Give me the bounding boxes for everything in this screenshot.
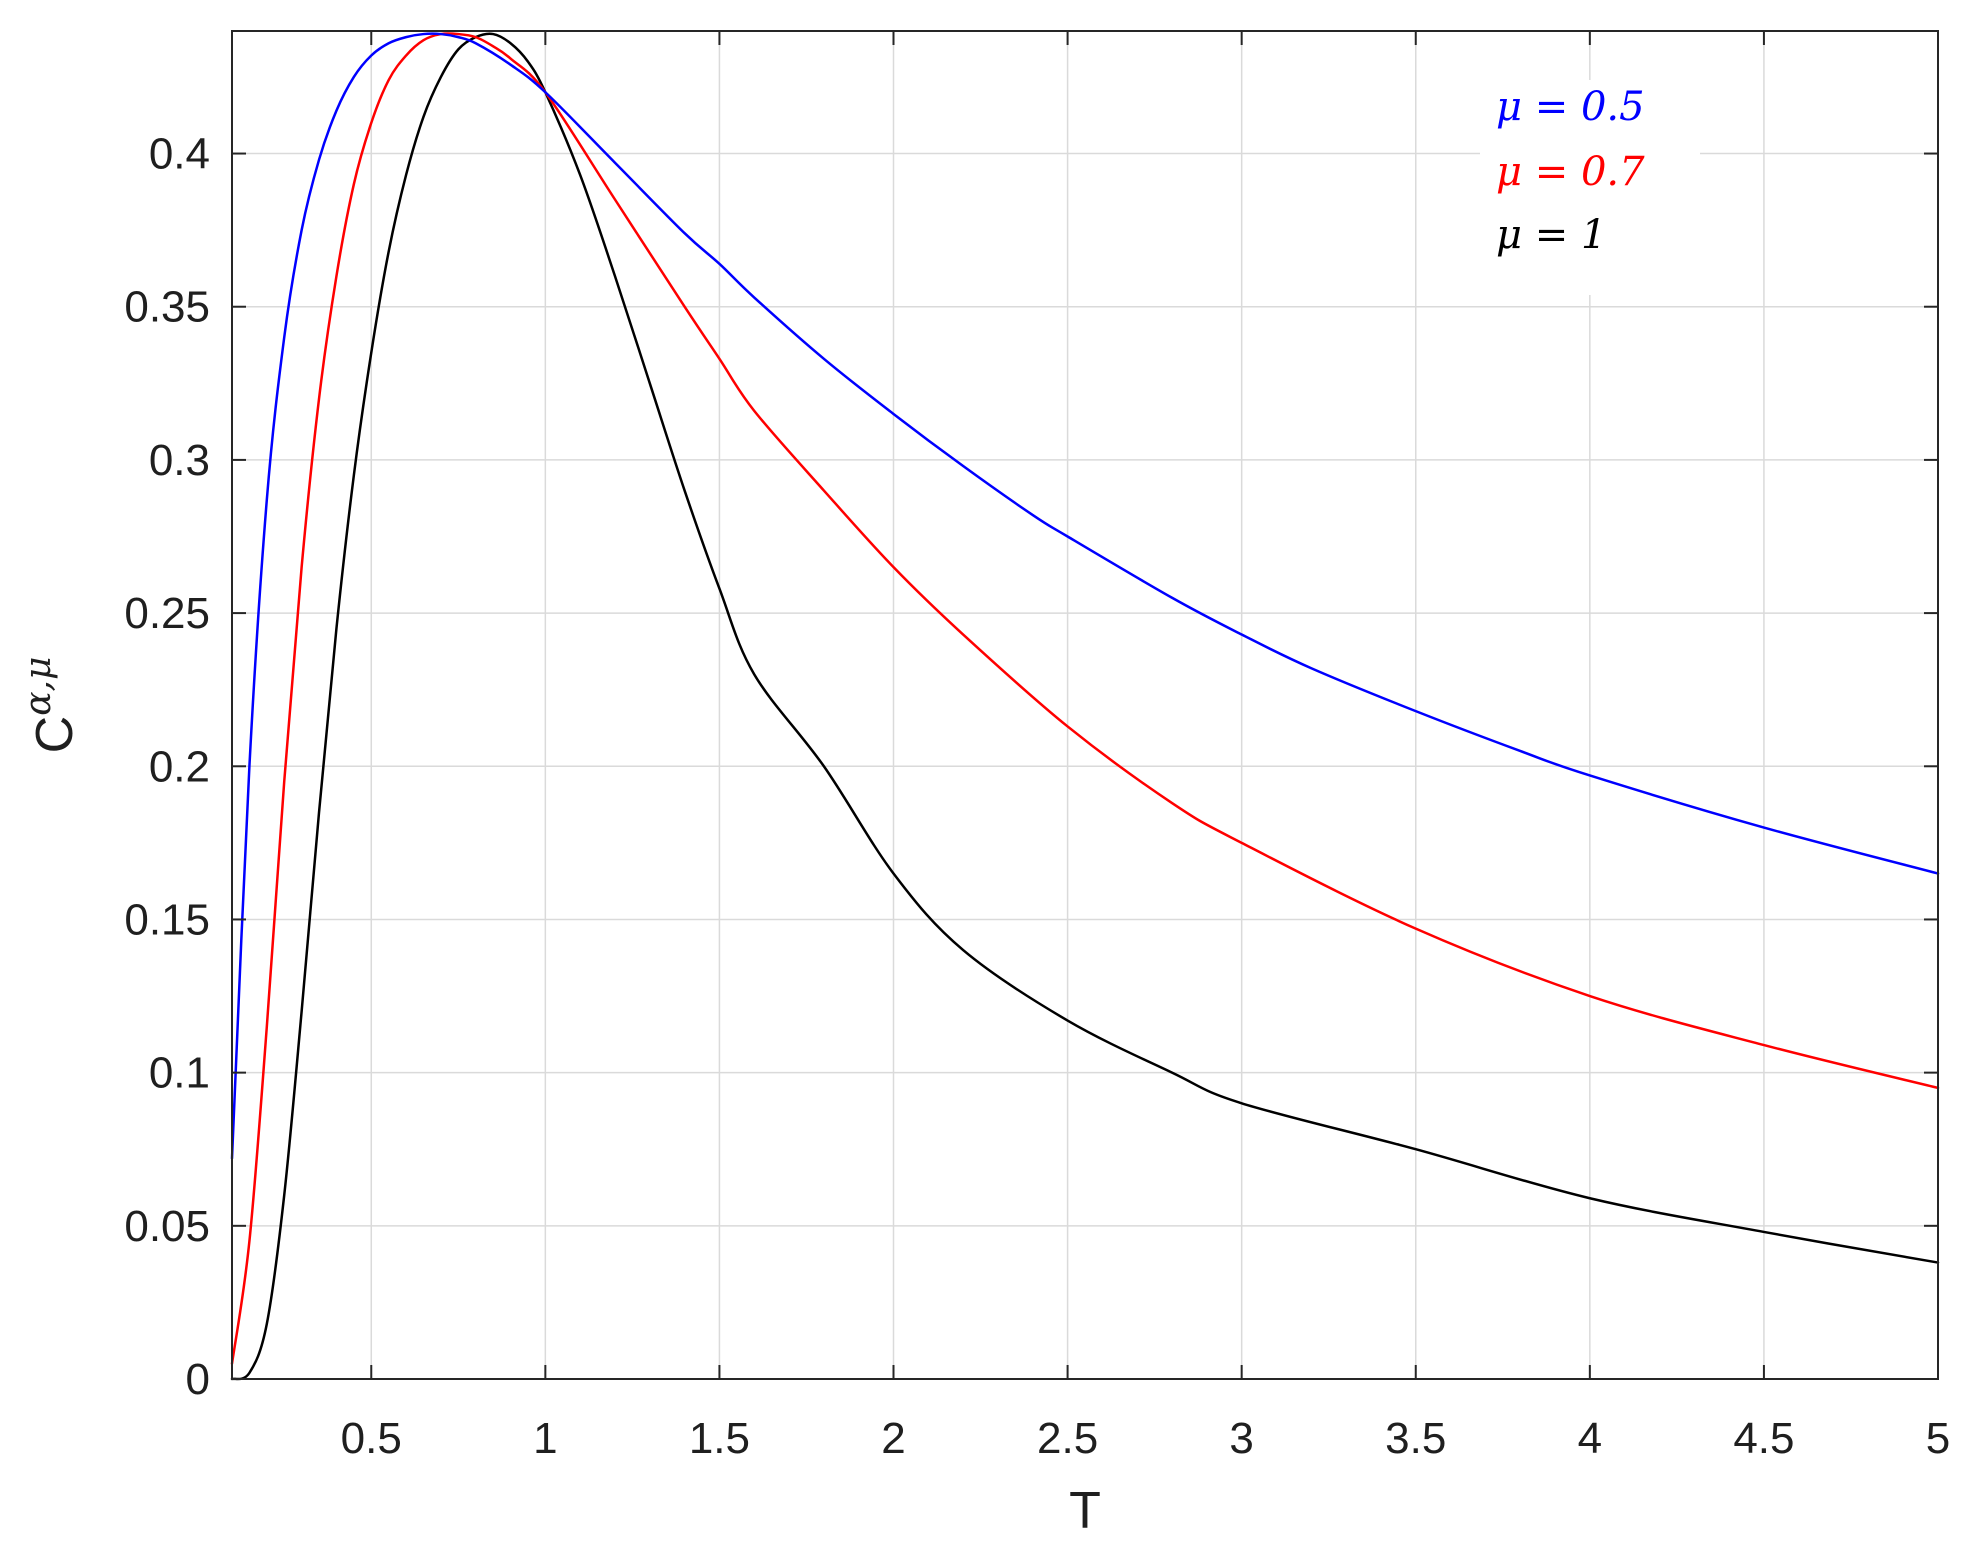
y-tick-label: 0.25 <box>124 589 210 638</box>
x-tick-label: 4.5 <box>1733 1414 1794 1463</box>
x-tick-label: 5 <box>1926 1414 1950 1463</box>
y-tick-label: 0 <box>186 1355 210 1404</box>
axis-ticks <box>232 31 1939 1380</box>
legend-box <box>1480 80 1700 295</box>
y-tick-label: 0.2 <box>149 742 210 791</box>
grid <box>232 31 1939 1380</box>
legend-entry-mu-0-7: μ = 0.7 <box>1496 149 1645 195</box>
x-tick-label: 3.5 <box>1385 1414 1446 1463</box>
x-tick-label: 1.5 <box>689 1414 750 1463</box>
x-tick-label: 2 <box>881 1414 905 1463</box>
x-tick-label: 2.5 <box>1037 1414 1098 1463</box>
y-tick-label: 0.1 <box>149 1049 210 1098</box>
series-line-mu-0-7 <box>230 32 1940 1365</box>
legend-entry-mu-0-5: μ = 0.5 <box>1496 84 1645 130</box>
y-axis-label-base: C <box>26 716 84 754</box>
y-tick-label: 0.3 <box>149 436 210 485</box>
x-tick-label: 3 <box>1229 1414 1253 1463</box>
y-axis-label-superscript: α,μ <box>18 657 59 716</box>
x-tick-label: 4 <box>1578 1414 1602 1463</box>
y-tick-label: 0.15 <box>124 895 210 944</box>
x-tick-label: 0.5 <box>341 1414 402 1463</box>
plot-frame <box>231 30 1939 1380</box>
series-line-mu-0-5 <box>230 32 1940 1160</box>
x-tick-label: 1 <box>533 1414 557 1463</box>
y-axis-label-group: Cα,μ <box>18 657 84 754</box>
legend-entry-mu-1: μ = 1 <box>1496 212 1606 258</box>
y-axis-label: Cα,μ <box>18 657 84 754</box>
y-tick-labels: 0 0.05 0.1 0.15 0.2 0.25 0.3 0.35 0.4 <box>124 130 210 1404</box>
y-tick-label: 0.35 <box>124 283 210 332</box>
series-lines <box>230 32 1940 1381</box>
y-tick-label: 0.05 <box>124 1202 210 1251</box>
x-axis-label: T <box>1069 1482 1101 1540</box>
legend: μ = 0.5 μ = 0.7 μ = 1 <box>1480 80 1700 295</box>
y-tick-label: 0.4 <box>149 130 210 179</box>
x-tick-labels: 0.5 1 1.5 2 2.5 3 3.5 4 4.5 5 <box>341 1414 1951 1463</box>
